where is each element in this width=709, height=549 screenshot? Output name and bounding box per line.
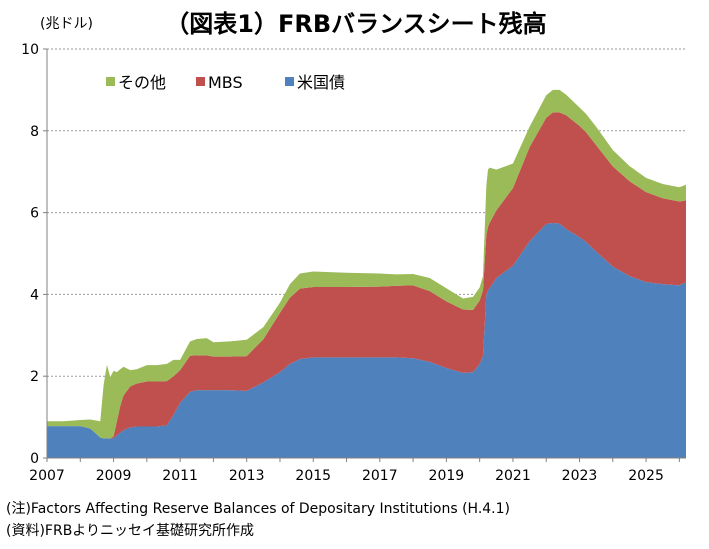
- data-note: (資料)FRBよりニッセイ基礎研究所作成: [6, 523, 255, 539]
- x-tick-label: 2017: [362, 468, 398, 484]
- legend-label: MBS: [208, 73, 243, 92]
- legend-swatch: [285, 77, 294, 86]
- x-tick-label: 2015: [295, 468, 331, 484]
- x-tick-label: 2019: [429, 468, 465, 484]
- x-tick-label: 2021: [495, 468, 531, 484]
- area-mbs: [47, 112, 686, 439]
- y-tick-label: 4: [30, 287, 39, 303]
- unit-label: (兆ドル): [40, 16, 93, 32]
- y-tick-label: 6: [30, 206, 39, 222]
- y-tick-label: 8: [30, 124, 39, 140]
- y-tick-label: 10: [21, 42, 39, 58]
- legend-swatch: [106, 77, 115, 86]
- x-tick-label: 2025: [628, 468, 664, 484]
- y-tick-label: 0: [30, 451, 39, 467]
- x-tick-label: 2007: [29, 468, 65, 484]
- legend-label: 米国債: [297, 73, 345, 92]
- chart-title: （図表1）FRBバランスシート残高: [165, 10, 546, 38]
- x-tick-label: 2013: [229, 468, 265, 484]
- x-tick-label: 2023: [562, 468, 598, 484]
- area-treasuries: [47, 222, 686, 458]
- source-note: (注)Factors Affecting Reserve Balances of…: [6, 501, 510, 517]
- y-tick-label: 2: [30, 369, 39, 385]
- legend-label: その他: [118, 73, 166, 92]
- x-tick-labels: 2007 2009 2011 2013 2015 2017 2019 2021 2023 2025: [29, 458, 680, 484]
- area-series: [47, 89, 686, 458]
- x-tick-label: 2011: [162, 468, 198, 484]
- legend: その他 MBS 米国債: [106, 73, 345, 92]
- y-tick-labels: 0 2 4 6 8 10: [21, 42, 47, 467]
- legend-swatch: [196, 77, 205, 86]
- x-tick-label: 2009: [96, 468, 132, 484]
- area-other: [47, 89, 686, 439]
